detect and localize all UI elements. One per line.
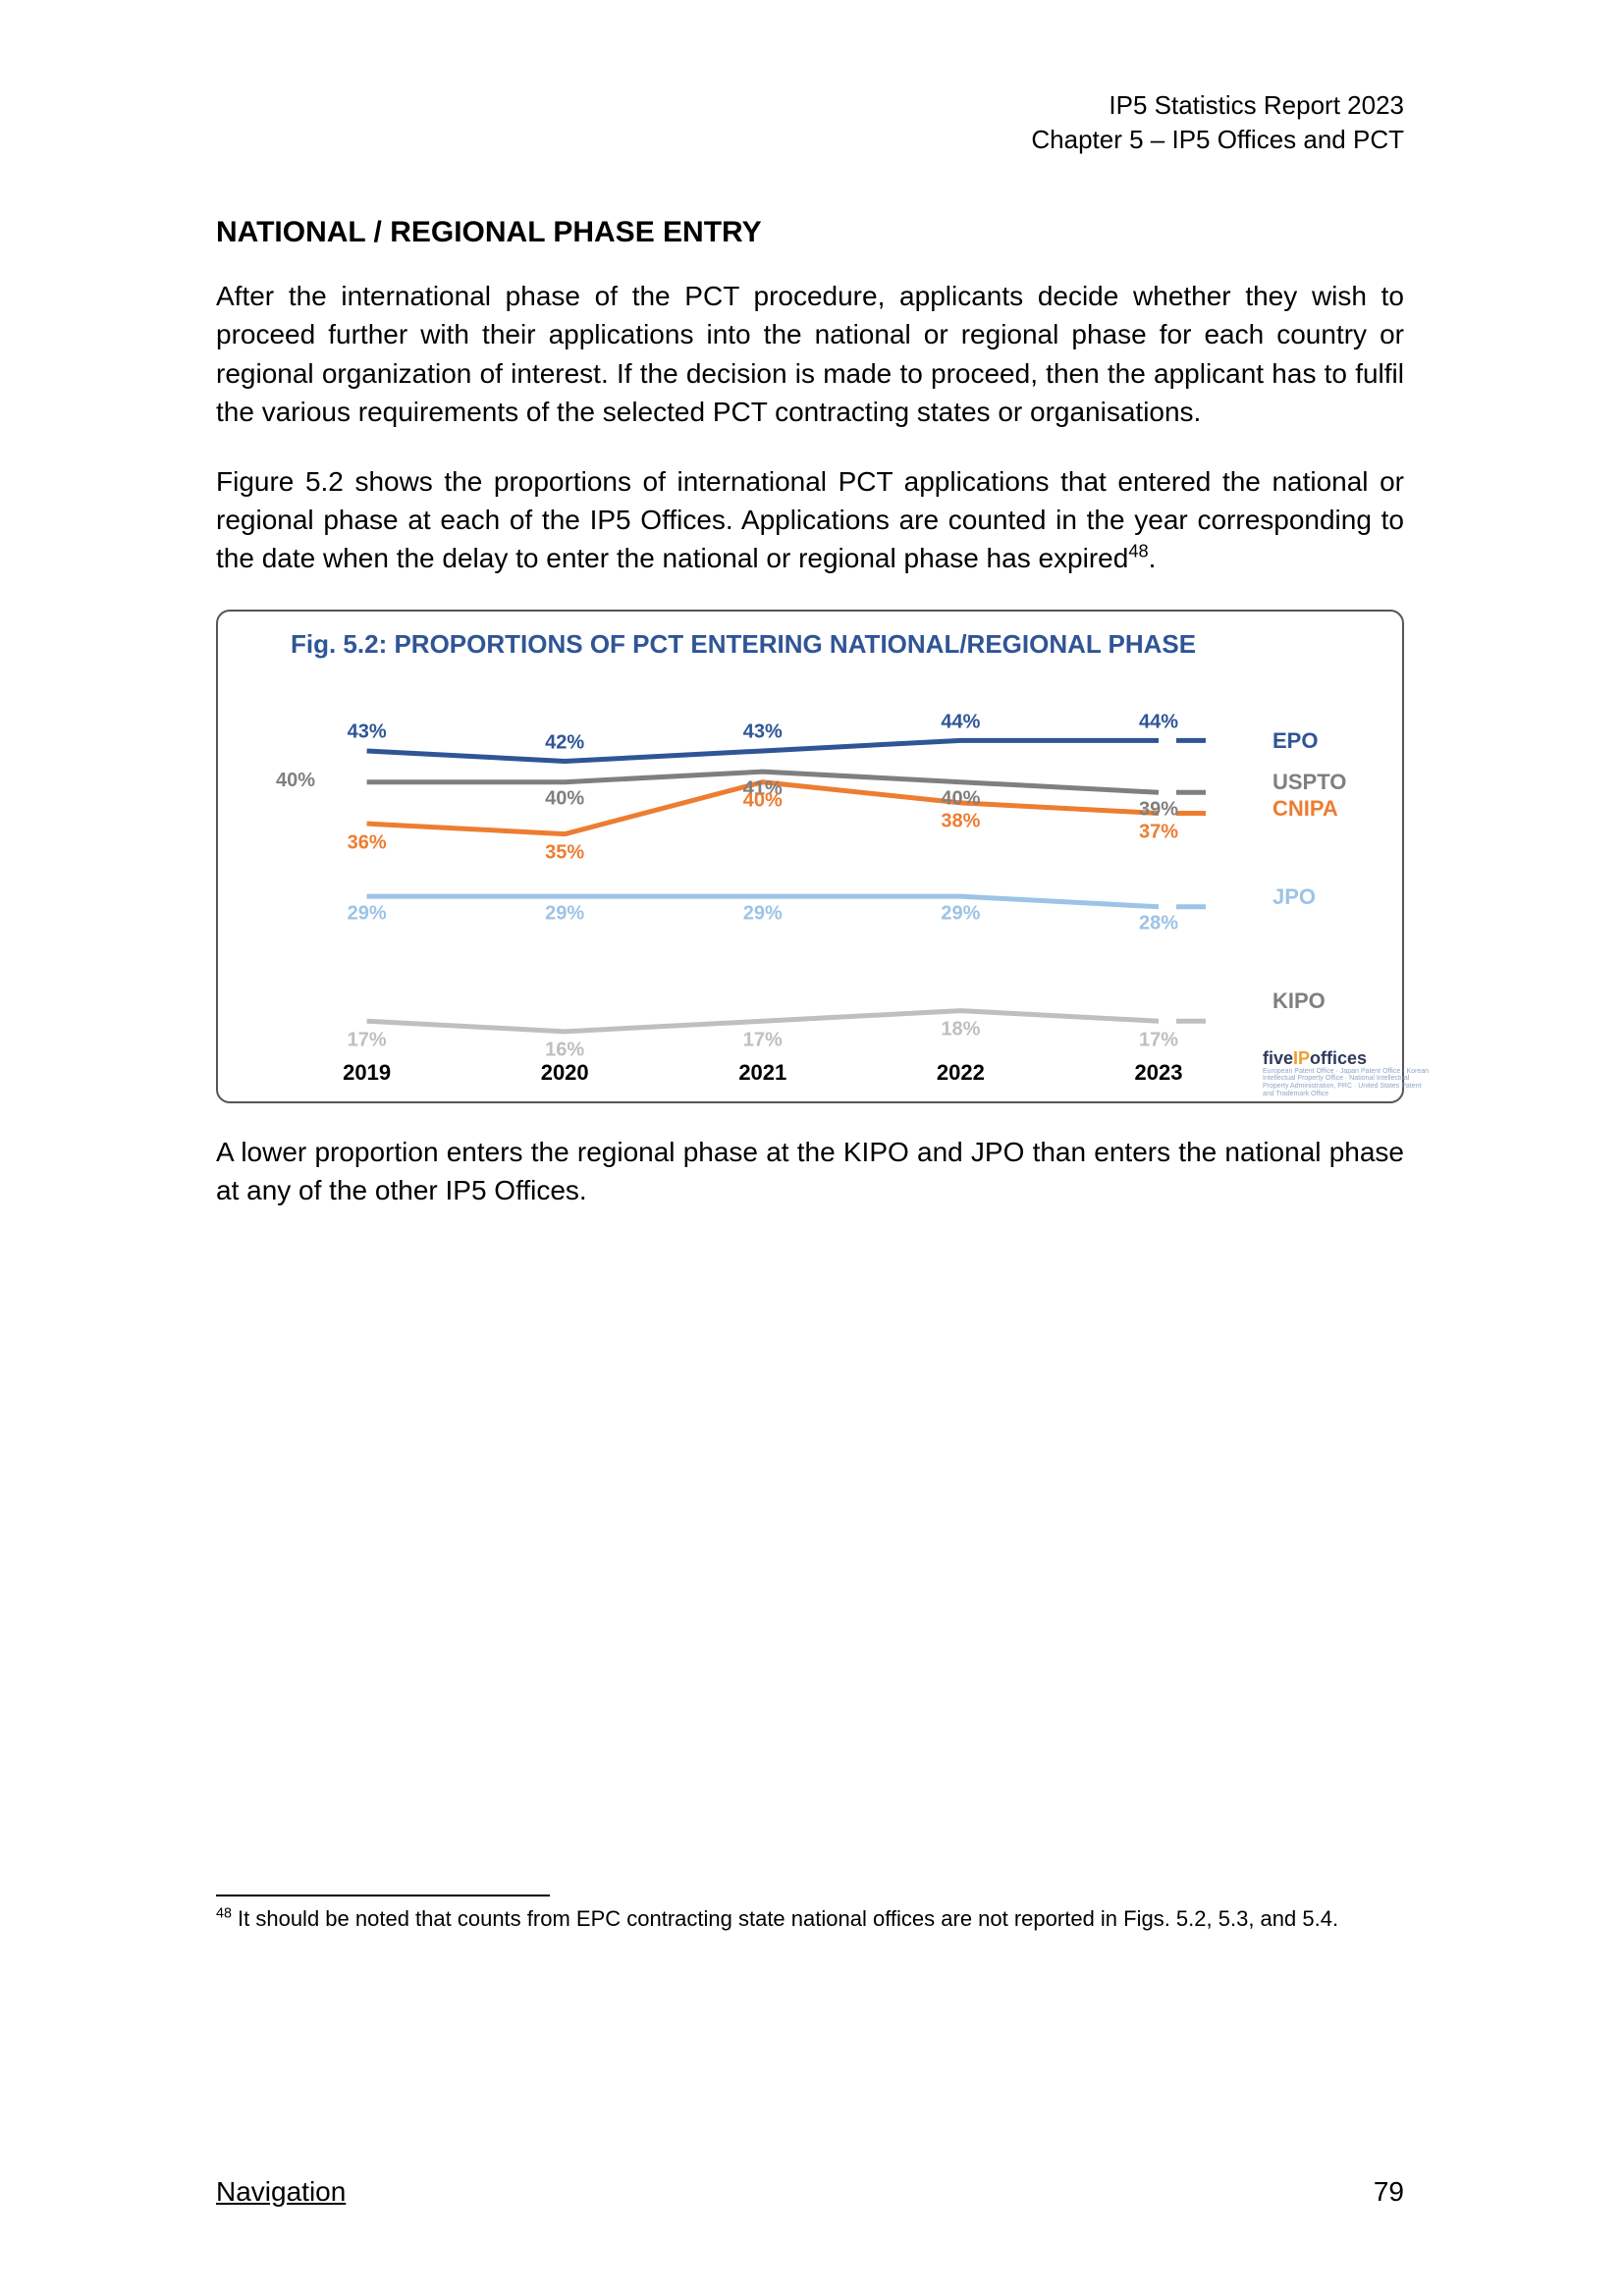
navigation-link[interactable]: Navigation — [216, 2176, 346, 2208]
data-label: 44% — [1139, 711, 1178, 733]
legend-uspto: USPTO — [1272, 770, 1346, 795]
y-axis-ref-label: 40% — [276, 770, 315, 792]
data-label: 29% — [348, 902, 387, 925]
paragraph-2-pre: Figure 5.2 shows the proportions of inte… — [216, 466, 1404, 573]
header-line1: IP5 Statistics Report 2023 — [216, 88, 1404, 123]
data-label: 43% — [348, 721, 387, 744]
data-label: 37% — [1139, 821, 1178, 843]
data-label: 36% — [348, 831, 387, 854]
paragraph-3: A lower proportion enters the regional p… — [216, 1133, 1404, 1209]
fiveip-sub: European Patent Office · Japan Patent Of… — [1263, 1068, 1430, 1098]
data-label: 17% — [348, 1029, 387, 1051]
footnote-rule — [216, 1895, 550, 1896]
x-tick: 2023 — [1135, 1060, 1183, 1086]
legend-jpo: JPO — [1272, 884, 1316, 910]
data-label: 29% — [941, 902, 980, 925]
x-tick: 2019 — [343, 1060, 391, 1086]
data-label: 18% — [941, 1019, 980, 1041]
x-tick: 2020 — [541, 1060, 589, 1086]
chart-title: Fig. 5.2: PROPORTIONS OF PCT ENTERING NA… — [291, 629, 1388, 660]
data-label: 17% — [1139, 1029, 1178, 1051]
legend-epo: EPO — [1272, 728, 1318, 754]
figure-5-2: Fig. 5.2: PROPORTIONS OF PCT ENTERING NA… — [216, 610, 1404, 1103]
data-label: 40% — [743, 790, 783, 813]
data-label: 29% — [545, 902, 584, 925]
paragraph-2: Figure 5.2 shows the proportions of inte… — [216, 462, 1404, 578]
series-line-kipo — [367, 1010, 1159, 1031]
data-label: 40% — [941, 788, 980, 811]
data-label: 35% — [545, 842, 584, 865]
x-tick: 2021 — [738, 1060, 786, 1086]
header-line2: Chapter 5 – IP5 Offices and PCT — [216, 123, 1404, 157]
section-title: NATIONAL / REGIONAL PHASE ENTRY — [216, 216, 1404, 249]
page-header: IP5 Statistics Report 2023 Chapter 5 – I… — [216, 88, 1404, 157]
footnote-block: 48 It should be noted that counts from E… — [216, 1895, 1404, 1934]
paragraph-1: After the international phase of the PCT… — [216, 277, 1404, 431]
footnote-ref-48: 48 — [1128, 542, 1148, 561]
data-label: 40% — [545, 788, 584, 811]
footnote-num: 48 — [216, 1906, 232, 1922]
data-label: 44% — [941, 711, 980, 733]
page-number: 79 — [1374, 2176, 1404, 2208]
page-footer: Navigation 79 — [216, 2176, 1404, 2208]
legend-kipo: KIPO — [1272, 988, 1326, 1014]
fiveip-logo: fiveIPoffices — [1263, 1048, 1367, 1069]
chart-plot-area: 40%43%42%43%44%44%40%41%40%39%36%35%40%3… — [232, 699, 1388, 1092]
data-label: 28% — [1139, 913, 1178, 935]
data-label: 16% — [545, 1040, 584, 1062]
x-tick: 2022 — [937, 1060, 985, 1086]
chart-svg — [232, 699, 1430, 1101]
data-label: 38% — [941, 811, 980, 833]
data-label: 42% — [545, 732, 584, 755]
data-label: 17% — [743, 1029, 783, 1051]
footnote-48: 48 It should be noted that counts from E… — [216, 1904, 1404, 1934]
data-label: 43% — [743, 721, 783, 744]
data-label: 29% — [743, 902, 783, 925]
legend-cnipa: CNIPA — [1272, 796, 1338, 822]
data-label: 39% — [1139, 798, 1178, 821]
footnote-text: It should be noted that counts from EPC … — [232, 1906, 1338, 1931]
paragraph-2-post: . — [1149, 543, 1157, 573]
